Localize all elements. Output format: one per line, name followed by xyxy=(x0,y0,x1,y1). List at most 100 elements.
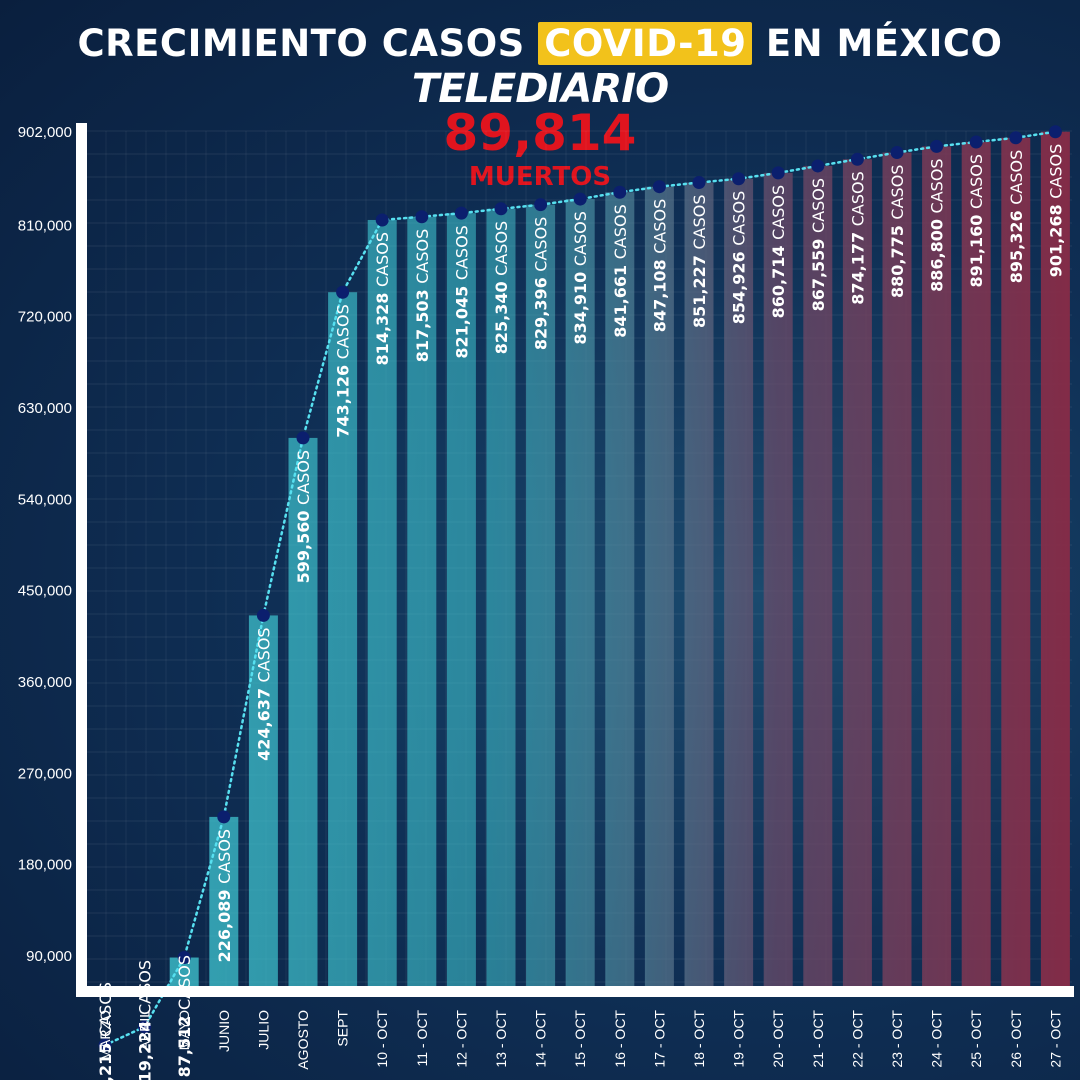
data-point xyxy=(771,166,785,180)
bar xyxy=(328,292,358,991)
x-tick-label: MAYO xyxy=(176,1010,192,1050)
title-highlight: COVID-19 xyxy=(538,22,753,65)
x-tick-label: JUNIO xyxy=(216,1010,232,1052)
x-tick-label: 26 - OCT xyxy=(1008,1010,1024,1068)
bar xyxy=(526,204,556,991)
bar xyxy=(763,172,793,992)
bar xyxy=(209,816,239,991)
bar xyxy=(922,146,952,992)
data-point xyxy=(652,180,666,194)
bar xyxy=(486,208,516,991)
y-tick-label: 450,000 xyxy=(18,583,72,600)
data-point xyxy=(890,146,904,160)
y-tick-label: 540,000 xyxy=(18,491,72,508)
y-tick-label: 180,000 xyxy=(18,857,72,874)
y-tick-label: 90,000 xyxy=(26,948,72,965)
value-label: 851,227 CASOS xyxy=(690,195,709,328)
value-label: 814,328 CASOS xyxy=(373,232,392,365)
x-tick-label: 14 - OCT xyxy=(533,1010,549,1068)
x-tick-label: 27 - OCT xyxy=(1047,1010,1063,1068)
value-label: 226,089 CASOS xyxy=(215,829,234,962)
data-point xyxy=(850,152,864,166)
data-point xyxy=(1048,125,1062,139)
value-label: 854,926 CASOS xyxy=(730,191,749,324)
value-label: 834,910 CASOS xyxy=(571,211,590,344)
value-label: 886,800 CASOS xyxy=(928,158,947,291)
bar xyxy=(605,192,635,991)
value-label: 599,560 CASOS xyxy=(294,450,313,583)
y-tick-label: 360,000 xyxy=(18,674,72,691)
bar xyxy=(684,182,714,992)
value-label: 821,045 CASOS xyxy=(452,225,471,358)
data-point xyxy=(969,135,983,149)
bar xyxy=(1001,137,1031,991)
deaths-label: MUERTOS xyxy=(468,162,612,192)
value-label: 743,126 CASOS xyxy=(334,304,353,437)
bar xyxy=(644,186,674,991)
bar xyxy=(961,142,991,992)
data-point xyxy=(454,206,468,220)
data-point xyxy=(811,159,825,173)
data-point xyxy=(534,198,548,212)
value-label: 817,503 CASOS xyxy=(413,229,432,362)
y-axis xyxy=(76,123,87,997)
bar xyxy=(367,219,397,991)
bar xyxy=(407,216,437,991)
x-tick-label: AGOSTO xyxy=(295,1010,311,1070)
value-label: 891,160 CASOS xyxy=(967,154,986,287)
bar xyxy=(248,615,278,991)
data-point xyxy=(217,810,231,824)
x-tick-label: 19 - OCT xyxy=(731,1010,747,1068)
data-point xyxy=(138,1020,152,1034)
data-point xyxy=(692,176,706,190)
data-point xyxy=(375,213,389,227)
bar xyxy=(1040,131,1070,992)
data-point xyxy=(256,608,270,622)
value-label: 880,775 CASOS xyxy=(888,165,907,298)
value-label: 847,108 CASOS xyxy=(650,199,669,332)
chart-title: CRECIMIENTO CASOS COVID-19 EN MÉXICO xyxy=(0,22,1080,65)
x-tick-label: JULIO xyxy=(255,1010,271,1050)
x-tick-label: 16 - OCT xyxy=(612,1010,628,1068)
data-point xyxy=(613,185,627,199)
title-pre: CRECIMIENTO CASOS xyxy=(77,22,525,65)
x-tick-label: 12 - OCT xyxy=(453,1010,469,1068)
y-tick-label: 630,000 xyxy=(18,400,72,417)
value-label: 895,326 CASOS xyxy=(1007,150,1026,283)
y-tick-label: 270,000 xyxy=(18,765,72,782)
bar xyxy=(565,199,595,991)
x-tick-label: 13 - OCT xyxy=(493,1010,509,1068)
data-point xyxy=(573,192,587,206)
x-tick-label: 23 - OCT xyxy=(889,1010,905,1068)
data-point xyxy=(177,951,191,965)
x-tick-label: MARZO xyxy=(97,1010,113,1061)
bar xyxy=(446,213,476,992)
bar xyxy=(842,159,872,991)
data-point xyxy=(1009,131,1023,145)
y-tick-label: 902,000 xyxy=(18,124,72,141)
bar xyxy=(724,178,754,992)
x-tick-label: 17 - OCT xyxy=(651,1010,667,1068)
y-tick-label: 810,000 xyxy=(18,217,72,234)
x-tick-label: 18 - OCT xyxy=(691,1010,707,1068)
bar xyxy=(288,437,318,991)
value-label: 424,637 CASOS xyxy=(254,627,273,760)
data-point xyxy=(494,202,508,216)
value-label: 901,268 CASOS xyxy=(1046,144,1065,277)
brand-logo: TELEDIARIO xyxy=(411,66,669,112)
x-tick-label: 11 - OCT xyxy=(414,1010,430,1067)
x-tick-label: 25 - OCT xyxy=(968,1010,984,1068)
x-tick-label: 24 - OCT xyxy=(929,1010,945,1068)
data-point xyxy=(296,431,310,445)
x-axis xyxy=(76,986,1074,997)
x-tick-label: 22 - OCT xyxy=(849,1010,865,1068)
bar xyxy=(803,165,833,992)
data-point xyxy=(415,210,429,224)
x-tick-label: ABRIL xyxy=(137,1010,153,1051)
data-point xyxy=(98,1038,112,1052)
value-label: 860,714 CASOS xyxy=(769,185,788,318)
value-label: 829,396 CASOS xyxy=(532,217,551,350)
data-point xyxy=(732,172,746,186)
data-point xyxy=(930,139,944,153)
